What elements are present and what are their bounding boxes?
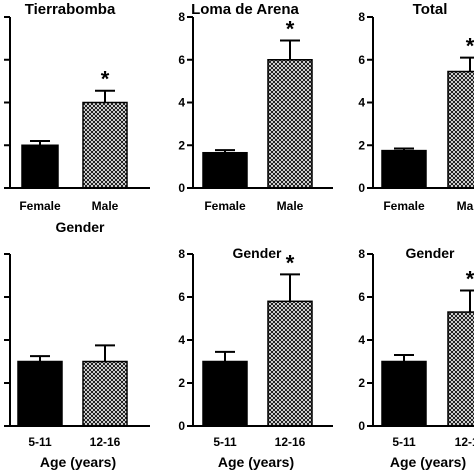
category-label: 5-11	[392, 435, 416, 449]
chart-title: Tierrabomba	[25, 1, 116, 18]
y-tick-label: 8	[178, 10, 185, 24]
y-tick-label: 2	[178, 376, 185, 390]
y-tick-label: 2	[358, 138, 365, 152]
category-label: Female	[19, 199, 61, 213]
bar	[17, 360, 63, 427]
y-tick-label: 4	[178, 333, 185, 347]
category-label: Male	[92, 199, 119, 213]
bar	[447, 70, 474, 189]
y-tick-label: 8	[358, 10, 365, 24]
chart-title: Total	[413, 1, 448, 18]
y-tick-label: 0	[358, 419, 365, 433]
y-tick-label: 6	[358, 53, 365, 67]
category-label: 5-11	[28, 435, 52, 449]
category-label: 12-16	[275, 435, 306, 449]
category-label: Female	[204, 199, 246, 213]
y-tick-label: 0	[178, 181, 185, 195]
significance-star: *	[286, 250, 295, 275]
y-tick-label: 4	[358, 333, 365, 347]
x-axis-label: Age (years)	[218, 454, 294, 470]
bar	[82, 360, 128, 427]
significance-star: *	[101, 67, 110, 92]
bar	[267, 300, 313, 427]
significance-star: *	[466, 267, 474, 292]
x-axis-label: Age (years)	[40, 454, 116, 470]
bar	[381, 360, 427, 427]
y-tick-label: 6	[178, 290, 185, 304]
significance-star: *	[466, 34, 474, 59]
significance-star: *	[286, 17, 295, 42]
category-label: Female	[383, 199, 425, 213]
bar	[21, 144, 59, 189]
x-axis-label: Gender	[405, 245, 455, 261]
bar	[82, 101, 128, 189]
category-label: Male	[277, 199, 304, 213]
y-tick-label: 4	[358, 96, 365, 110]
y-tick-label: 0	[358, 181, 365, 195]
y-tick-label: 0	[178, 419, 185, 433]
y-tick-label: 2	[358, 376, 365, 390]
category-label: Male	[457, 199, 474, 213]
x-axis-label: Gender	[55, 219, 105, 235]
bar	[202, 360, 248, 427]
bar	[447, 311, 474, 427]
bar	[267, 59, 313, 189]
y-tick-label: 2	[178, 138, 185, 152]
y-tick-label: 8	[358, 247, 365, 261]
y-tick-label: 8	[178, 247, 185, 261]
chart-title: Loma de Arena	[191, 1, 299, 18]
bar	[381, 149, 427, 189]
x-axis-label: Age (years)	[390, 454, 466, 470]
x-axis-label: Gender	[232, 245, 282, 261]
category-label: 12-16	[455, 435, 474, 449]
y-tick-label: 6	[178, 53, 185, 67]
category-label: 5-11	[213, 435, 237, 449]
y-tick-label: 6	[358, 290, 365, 304]
y-tick-label: 4	[178, 96, 185, 110]
bar	[202, 151, 248, 189]
category-label: 12-16	[90, 435, 121, 449]
